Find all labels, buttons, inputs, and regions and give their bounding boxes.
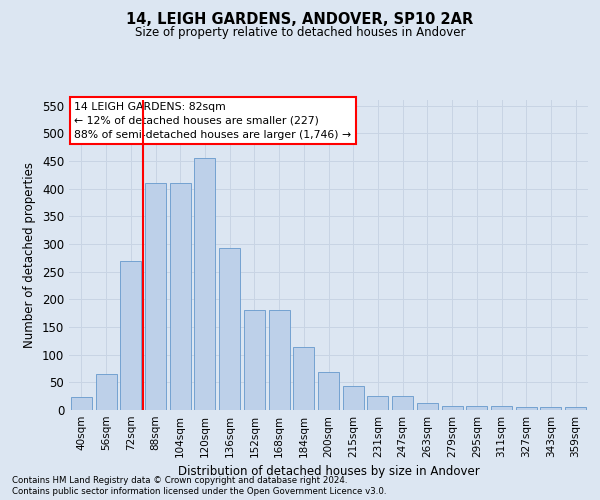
X-axis label: Distribution of detached houses by size in Andover: Distribution of detached houses by size … [178,466,479,478]
Bar [367,396,388,410]
Text: 14 LEIGH GARDENS: 82sqm
← 12% of detached houses are smaller (227)
88% of semi-d: 14 LEIGH GARDENS: 82sqm ← 12% of detache… [74,102,352,140]
Bar [219,248,240,410]
Bar [392,396,413,410]
Bar [466,406,487,410]
Bar [417,403,438,410]
Bar [194,158,215,410]
Bar [343,386,364,410]
Bar [541,407,562,410]
Bar [565,407,586,410]
Y-axis label: Number of detached properties: Number of detached properties [23,162,37,348]
Bar [95,374,116,410]
Bar [442,406,463,410]
Bar [516,407,537,410]
Bar [269,310,290,410]
Text: 14, LEIGH GARDENS, ANDOVER, SP10 2AR: 14, LEIGH GARDENS, ANDOVER, SP10 2AR [127,12,473,28]
Text: Size of property relative to detached houses in Andover: Size of property relative to detached ho… [135,26,465,39]
Bar [293,348,314,410]
Bar [244,310,265,410]
Text: Contains public sector information licensed under the Open Government Licence v3: Contains public sector information licen… [12,487,386,496]
Bar [145,183,166,410]
Text: Contains HM Land Registry data © Crown copyright and database right 2024.: Contains HM Land Registry data © Crown c… [12,476,347,485]
Bar [491,406,512,410]
Bar [71,398,92,410]
Bar [120,260,141,410]
Bar [170,183,191,410]
Bar [318,372,339,410]
